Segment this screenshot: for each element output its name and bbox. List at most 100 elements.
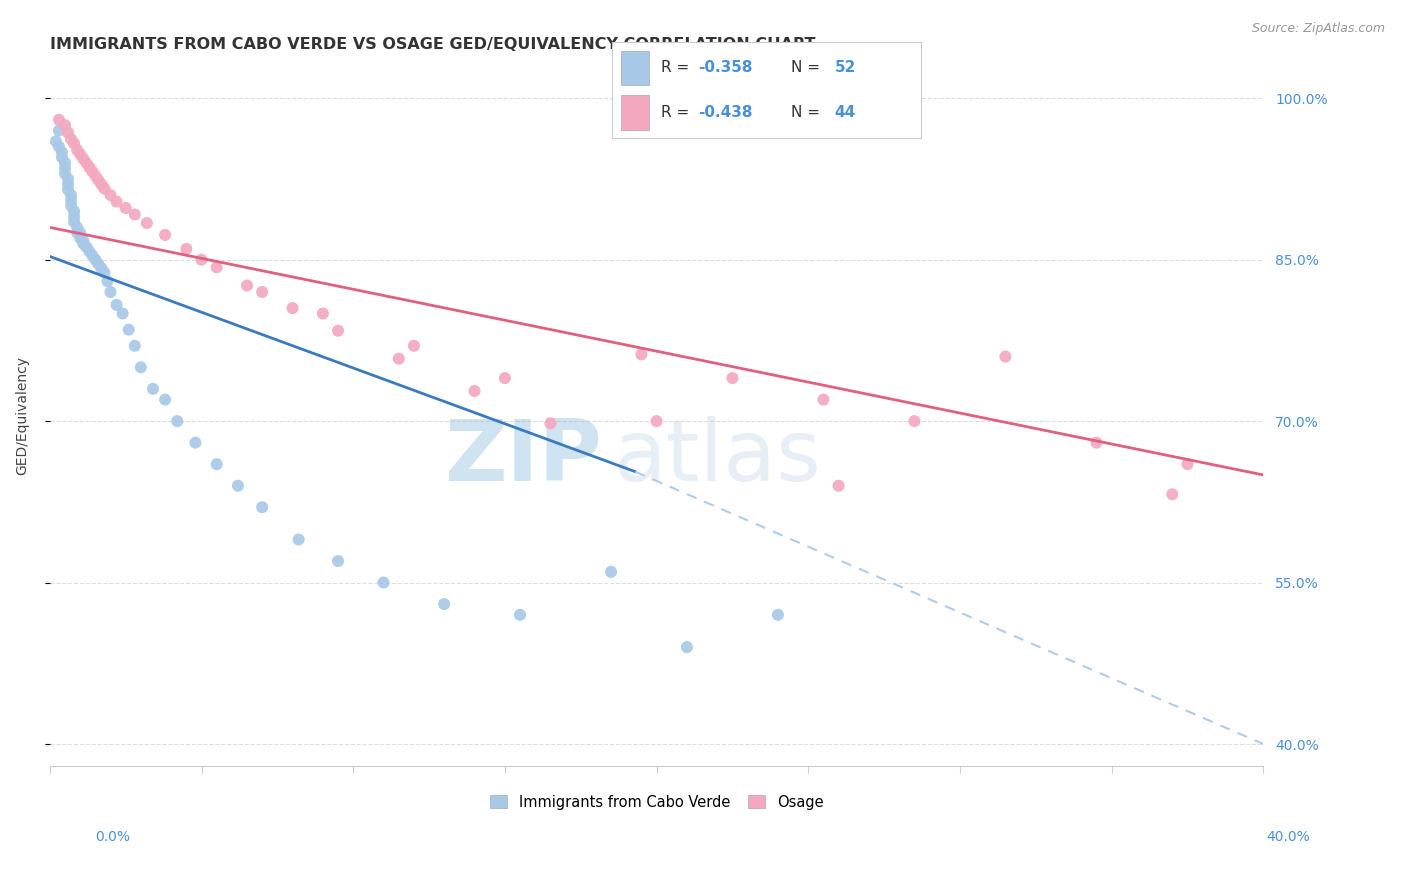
Point: [53, 167, 76, 181]
Point: [75, 156, 97, 170]
Point: [166, 414, 188, 428]
Point: [82, 248, 104, 262]
Point: [250, 500, 273, 515]
Point: [226, 479, 249, 493]
Point: [281, 301, 304, 315]
Point: [402, 339, 425, 353]
Point: [72, 233, 94, 247]
Point: [63, 136, 86, 151]
Text: Source: ZipAtlas.com: Source: ZipAtlas.com: [1251, 22, 1385, 36]
Text: R =: R =: [661, 61, 695, 76]
Point: [53, 161, 76, 176]
Point: [205, 260, 228, 275]
Point: [326, 554, 349, 568]
Point: [312, 306, 335, 320]
Point: [676, 640, 699, 654]
Text: N =: N =: [792, 61, 825, 76]
Point: [93, 266, 115, 280]
Point: [90, 261, 112, 276]
Text: IMMIGRANTS FROM CABO VERDE VS OSAGE GED/EQUIVALENCY CORRELATION CHART: IMMIGRANTS FROM CABO VERDE VS OSAGE GED/…: [49, 37, 815, 53]
Point: [56, 178, 79, 192]
Point: [124, 207, 146, 221]
Point: [87, 173, 110, 187]
Point: [53, 118, 76, 132]
Point: [100, 188, 122, 202]
Text: R =: R =: [661, 104, 695, 120]
Point: [111, 306, 134, 320]
Point: [205, 457, 228, 471]
Point: [63, 210, 86, 224]
Point: [1085, 435, 1108, 450]
Point: [509, 607, 531, 622]
Point: [433, 597, 456, 611]
Point: [84, 169, 107, 183]
Point: [124, 339, 146, 353]
Point: [53, 156, 76, 170]
Point: [1161, 487, 1184, 501]
Y-axis label: GED/Equivalency: GED/Equivalency: [15, 356, 30, 475]
Point: [45, 134, 67, 148]
Point: [60, 199, 83, 213]
Text: -0.358: -0.358: [699, 61, 752, 76]
Point: [994, 350, 1017, 364]
Point: [72, 152, 94, 166]
Text: 52: 52: [834, 61, 856, 76]
Point: [388, 351, 411, 366]
Point: [600, 565, 623, 579]
Point: [96, 274, 118, 288]
Point: [105, 298, 128, 312]
FancyBboxPatch shape: [621, 51, 648, 86]
Point: [114, 201, 136, 215]
Point: [105, 194, 128, 209]
Point: [645, 414, 668, 428]
Point: [118, 323, 141, 337]
Text: 0.0%: 0.0%: [96, 830, 131, 844]
Text: ZIP: ZIP: [444, 417, 602, 500]
Legend: Immigrants from Cabo Verde, Osage: Immigrants from Cabo Verde, Osage: [484, 789, 830, 815]
Point: [56, 183, 79, 197]
Point: [51, 151, 73, 165]
Point: [236, 278, 259, 293]
Point: [75, 240, 97, 254]
Point: [56, 172, 79, 186]
Point: [60, 132, 83, 146]
Point: [184, 435, 207, 450]
Point: [69, 226, 91, 240]
Point: [66, 143, 89, 157]
Point: [827, 479, 849, 493]
Point: [87, 257, 110, 271]
Point: [48, 139, 70, 153]
Point: [153, 392, 176, 407]
Point: [135, 216, 157, 230]
Point: [63, 204, 86, 219]
Point: [287, 533, 309, 547]
Point: [60, 194, 83, 208]
Point: [63, 215, 86, 229]
Point: [142, 382, 165, 396]
Point: [48, 112, 70, 127]
Point: [77, 244, 100, 258]
Point: [84, 252, 107, 267]
Point: [72, 236, 94, 251]
Point: [90, 178, 112, 192]
Point: [60, 188, 83, 202]
Point: [1177, 457, 1199, 471]
Point: [538, 417, 561, 431]
Point: [903, 414, 925, 428]
Point: [100, 285, 122, 299]
Point: [464, 384, 486, 398]
Point: [721, 371, 744, 385]
Point: [69, 147, 91, 161]
Point: [494, 371, 516, 385]
Point: [69, 231, 91, 245]
Point: [51, 145, 73, 159]
Point: [630, 347, 652, 361]
Text: N =: N =: [792, 104, 825, 120]
Text: 44: 44: [834, 104, 856, 120]
Point: [48, 123, 70, 137]
Text: 40.0%: 40.0%: [1267, 830, 1310, 844]
Point: [66, 226, 89, 240]
Point: [766, 607, 789, 622]
Text: atlas: atlas: [614, 417, 823, 500]
Point: [176, 242, 198, 256]
